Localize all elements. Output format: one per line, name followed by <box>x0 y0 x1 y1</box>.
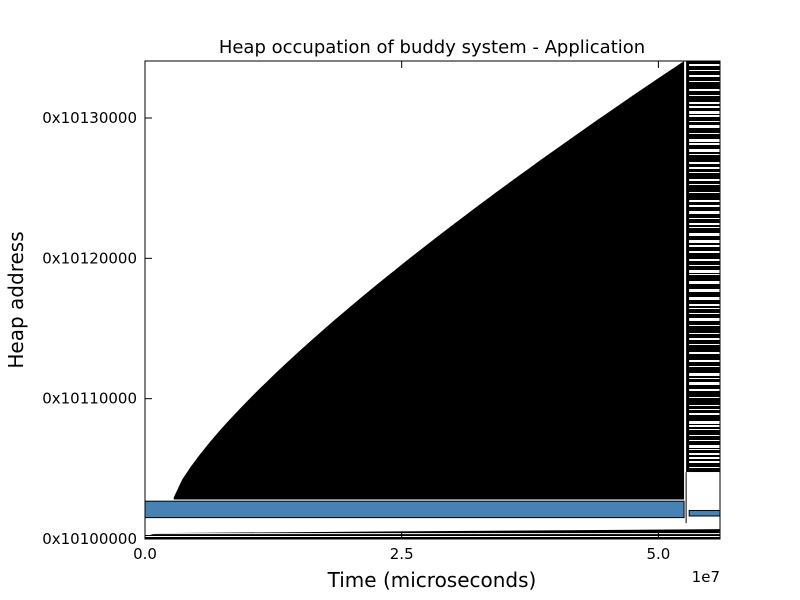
x-axis-offset-label: 1e7 <box>692 568 720 586</box>
striped-tail-gap <box>689 467 720 468</box>
region-allocated-wedge <box>173 61 685 500</box>
striped-tail-gap <box>689 251 720 253</box>
striped-tail-gap <box>689 270 720 273</box>
striped-tail-gap <box>689 162 720 164</box>
striped-tail-gap <box>689 360 720 362</box>
striped-tail-gap <box>689 429 720 430</box>
region-blue-block <box>145 500 685 519</box>
plot-area <box>145 61 720 539</box>
y-tick-label: 0x10130000 <box>42 109 137 127</box>
striped-tail-gap <box>689 167 720 169</box>
striped-tail-gap <box>689 64 720 66</box>
striped-tail-gap <box>689 308 720 309</box>
striped-tail-gap <box>689 143 720 145</box>
striped-tail-gap <box>689 205 720 207</box>
striped-tail-gap <box>689 184 720 185</box>
striped-tail-gap <box>689 366 720 367</box>
striped-tail-gap <box>689 389 720 391</box>
striped-tail-gap <box>689 154 720 155</box>
striped-tail-gap <box>689 409 720 410</box>
striped-tail-gap <box>689 75 720 77</box>
striped-tail-gap <box>689 297 720 300</box>
striped-tail-gap <box>689 121 720 122</box>
striped-tail-gap <box>689 172 720 173</box>
region-blue-block-small <box>688 509 720 517</box>
striped-tail-gap <box>689 245 720 247</box>
striped-tail-gap <box>689 435 720 436</box>
striped-tail-gap <box>689 457 720 459</box>
striped-tail-gap <box>689 405 720 406</box>
striped-tail-gap <box>689 70 720 71</box>
regions-layer <box>145 61 720 539</box>
striped-tail-gap <box>689 274 720 275</box>
striped-tail-gap <box>689 289 720 292</box>
striped-tail-gap <box>689 81 720 82</box>
striped-tail-gap <box>689 200 720 202</box>
striped-tail-gap <box>689 318 720 321</box>
chart-title: Heap occupation of buddy system - Applic… <box>219 37 645 58</box>
striped-tail-gap <box>689 449 720 450</box>
striped-tail-gap <box>689 413 720 415</box>
striped-tail-gap <box>689 445 720 448</box>
striped-tail-gap <box>689 192 720 193</box>
y-axis-label: Heap address <box>4 231 28 368</box>
striped-tail-gap <box>689 378 720 379</box>
striped-tail-gap <box>689 218 720 219</box>
striped-tail-gap <box>689 461 720 463</box>
striped-tail-gap <box>689 125 720 128</box>
striped-tail-gap <box>689 440 720 441</box>
striped-tail-gap <box>689 453 720 455</box>
striped-tail-fill <box>686 61 720 473</box>
striped-tail-gap <box>689 211 720 214</box>
striped-tail-gap <box>689 373 720 376</box>
striped-tail-gap <box>689 115 720 117</box>
striped-tail-gap <box>689 240 720 243</box>
striped-tail-gap <box>689 111 720 114</box>
striped-tail-gap <box>689 227 720 228</box>
region-striped-tail <box>685 61 720 524</box>
striped-tail-gap <box>689 352 720 354</box>
y-axis: 0x10100000 0x10110000 0x10120000 0x10130000 <box>42 109 720 548</box>
y-tick-label: 0x10120000 <box>42 249 137 267</box>
striped-tail-gap <box>689 223 720 225</box>
striped-tail-gap <box>689 313 720 314</box>
x-axis-label: Time (microseconds) <box>327 568 537 592</box>
striped-tail-gap <box>689 397 720 398</box>
striped-tail-gap <box>689 333 720 334</box>
striped-tail-gap <box>689 259 720 261</box>
striped-tail-gap <box>689 304 720 306</box>
y-tick-label: 0x10100000 <box>42 530 137 548</box>
x-axis: 0.0 2.5 5.0 <box>133 61 670 563</box>
striped-tail-gap <box>689 179 720 181</box>
y-tick-label: 0x10110000 <box>42 390 137 408</box>
striped-tail-gap <box>689 133 720 134</box>
striped-tail-gap <box>689 95 720 96</box>
striped-tail-gap <box>689 106 720 108</box>
striped-tail-gap <box>689 233 720 236</box>
striped-tail-gap <box>689 139 720 142</box>
striped-tail-gap <box>689 421 720 424</box>
striped-tail-gap <box>689 265 720 266</box>
striped-tail-gap <box>689 344 720 345</box>
striped-tail-gap <box>689 382 720 385</box>
striped-tail-gap <box>689 102 720 104</box>
plot-frame <box>144 60 721 540</box>
striped-tail-gap <box>689 425 720 427</box>
striped-tail-gap <box>689 338 720 340</box>
x-tick-label: 5.0 <box>646 545 670 563</box>
striped-tail-gap <box>689 149 720 152</box>
striped-tail-gap <box>689 325 720 326</box>
x-tick-label: 2.5 <box>390 545 414 563</box>
striped-tail-gap <box>689 89 720 91</box>
x-tick-label: 0.0 <box>133 545 157 563</box>
striped-tail-gap <box>689 281 720 284</box>
